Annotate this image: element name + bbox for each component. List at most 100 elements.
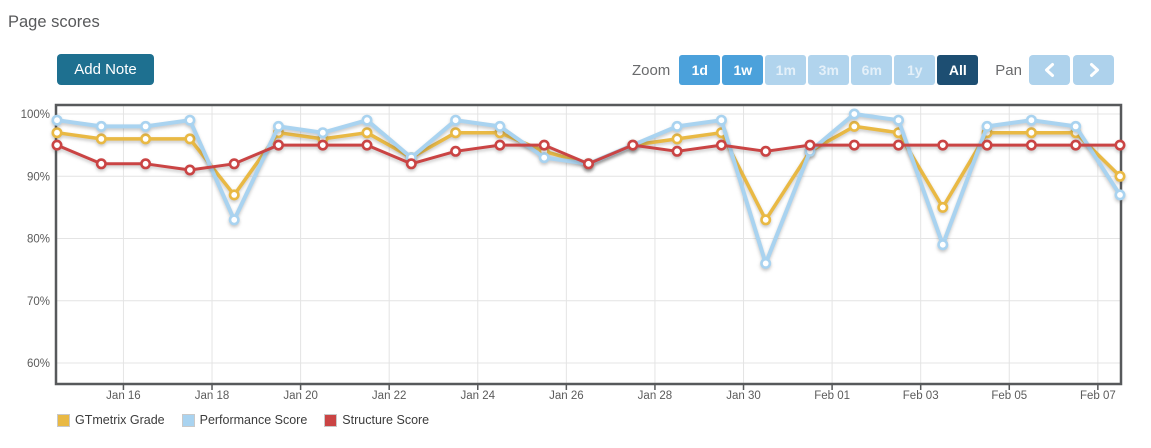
legend-item-structure-score[interactable]: Structure Score — [324, 413, 429, 427]
pan-right-button[interactable] — [1073, 55, 1114, 85]
zoom-button-1y: 1y — [894, 55, 936, 85]
data-point-performance-score[interactable] — [1025, 114, 1037, 126]
legend-swatch — [181, 413, 195, 427]
data-point-performance-score[interactable] — [848, 108, 860, 120]
data-point-structure-score[interactable] — [1114, 139, 1126, 151]
data-point-structure-score[interactable] — [804, 139, 816, 151]
x-axis-label: Jan 18 — [195, 390, 230, 402]
y-axis-label: 70% — [27, 296, 50, 308]
series-line-performance-score — [55, 112, 1122, 266]
data-point-structure-score[interactable] — [937, 139, 949, 151]
data-point-structure-score[interactable] — [51, 139, 63, 151]
data-point-performance-score[interactable] — [95, 120, 107, 132]
page-title: Page scores — [8, 13, 100, 31]
data-point-gtmetrix-grade[interactable] — [95, 133, 107, 145]
data-point-structure-score[interactable] — [405, 158, 417, 170]
y-axis-label: 100% — [21, 109, 50, 121]
chevron-right-icon — [1089, 63, 1099, 77]
data-point-performance-score[interactable] — [892, 114, 904, 126]
data-point-gtmetrix-grade[interactable] — [760, 214, 772, 226]
data-point-performance-score[interactable] — [140, 120, 152, 132]
zoom-label: Zoom — [631, 61, 671, 79]
legend-item-performance-score[interactable]: Performance Score — [181, 413, 307, 427]
data-point-structure-score[interactable] — [450, 145, 462, 157]
x-axis-label: Jan 22 — [372, 390, 407, 402]
add-note-button[interactable]: Add Note — [57, 54, 154, 85]
data-point-structure-score[interactable] — [494, 139, 506, 151]
data-point-gtmetrix-grade[interactable] — [937, 201, 949, 213]
data-point-structure-score[interactable] — [361, 139, 373, 151]
data-point-performance-score[interactable] — [317, 127, 329, 139]
pan-label: Pan — [995, 61, 1022, 79]
legend-swatch — [57, 413, 70, 427]
data-point-performance-score[interactable] — [937, 239, 949, 251]
pan-left-button[interactable] — [1029, 55, 1070, 85]
zoom-button-1m: 1m — [765, 55, 807, 85]
data-point-structure-score[interactable] — [715, 139, 727, 151]
x-axis-label: Jan 30 — [726, 390, 761, 402]
data-point-structure-score[interactable] — [1070, 139, 1082, 151]
data-point-structure-score[interactable] — [272, 139, 284, 151]
data-point-structure-score[interactable] — [140, 158, 152, 170]
x-axis-label: Jan 16 — [106, 390, 141, 402]
series-line-gtmetrix-grade — [55, 124, 1122, 222]
range-controls: Zoom 1d 1w 1m 3m 6m 1y All Pan — [632, 55, 1114, 85]
data-point-gtmetrix-grade[interactable] — [361, 127, 373, 139]
data-point-structure-score[interactable] — [184, 164, 196, 176]
data-point-performance-score[interactable] — [361, 114, 373, 126]
data-point-structure-score[interactable] — [228, 158, 240, 170]
data-point-performance-score[interactable] — [1070, 120, 1082, 132]
data-point-performance-score[interactable] — [981, 120, 993, 132]
data-point-structure-score[interactable] — [95, 158, 107, 170]
zoom-button-3m: 3m — [808, 55, 850, 85]
zoom-button-6m: 6m — [851, 55, 893, 85]
zoom-button-1w[interactable]: 1w — [722, 55, 764, 85]
data-point-performance-score[interactable] — [715, 114, 727, 126]
data-point-gtmetrix-grade[interactable] — [450, 127, 462, 139]
data-point-structure-score[interactable] — [671, 145, 683, 157]
data-point-performance-score[interactable] — [51, 114, 63, 126]
x-axis-label: Feb 05 — [991, 390, 1027, 402]
data-point-gtmetrix-grade[interactable] — [1025, 127, 1037, 139]
data-point-structure-score[interactable] — [892, 139, 904, 151]
data-point-structure-score[interactable] — [627, 139, 639, 151]
data-point-structure-score[interactable] — [1025, 139, 1037, 151]
data-point-performance-score[interactable] — [671, 120, 683, 132]
data-point-structure-score[interactable] — [317, 139, 329, 151]
data-point-structure-score[interactable] — [760, 145, 772, 157]
x-axis-label: Feb 01 — [814, 390, 850, 402]
data-point-structure-score[interactable] — [848, 139, 860, 151]
legend-item-gtmetrix-grade[interactable]: GTmetrix Grade — [57, 413, 165, 427]
data-point-gtmetrix-grade[interactable] — [140, 133, 152, 145]
data-point-performance-score[interactable] — [1114, 189, 1126, 201]
data-point-performance-score[interactable] — [494, 120, 506, 132]
data-point-performance-score[interactable] — [538, 152, 550, 164]
y-axis-label: 60% — [27, 358, 50, 370]
data-point-structure-score[interactable] — [981, 139, 993, 151]
data-point-structure-score[interactable] — [582, 158, 594, 170]
data-point-structure-score[interactable] — [538, 139, 550, 151]
chevron-left-icon — [1044, 63, 1054, 77]
y-axis-label: 80% — [27, 234, 50, 246]
data-point-gtmetrix-grade[interactable] — [671, 133, 683, 145]
data-point-performance-score[interactable] — [272, 120, 284, 132]
data-point-gtmetrix-grade[interactable] — [51, 127, 63, 139]
y-axis-label: 90% — [27, 171, 50, 183]
data-point-performance-score[interactable] — [450, 114, 462, 126]
data-point-gtmetrix-grade[interactable] — [1114, 170, 1126, 182]
data-point-gtmetrix-grade[interactable] — [184, 133, 196, 145]
x-axis-label: Jan 26 — [549, 390, 584, 402]
data-point-performance-score[interactable] — [228, 214, 240, 226]
data-point-performance-score[interactable] — [760, 257, 772, 269]
series-performance-score — [51, 108, 1126, 269]
zoom-button-1d[interactable]: 1d — [679, 55, 721, 85]
x-axis-label: Feb 03 — [903, 390, 939, 402]
zoom-button-all[interactable]: All — [937, 55, 979, 85]
data-point-gtmetrix-grade[interactable] — [848, 120, 860, 132]
data-point-gtmetrix-grade[interactable] — [228, 189, 240, 201]
x-axis-label: Jan 28 — [638, 390, 673, 402]
x-axis-label: Jan 24 — [461, 390, 496, 402]
data-point-performance-score[interactable] — [184, 114, 196, 126]
zoom-button-group: 1d 1w 1m 3m 6m 1y All — [679, 55, 979, 85]
